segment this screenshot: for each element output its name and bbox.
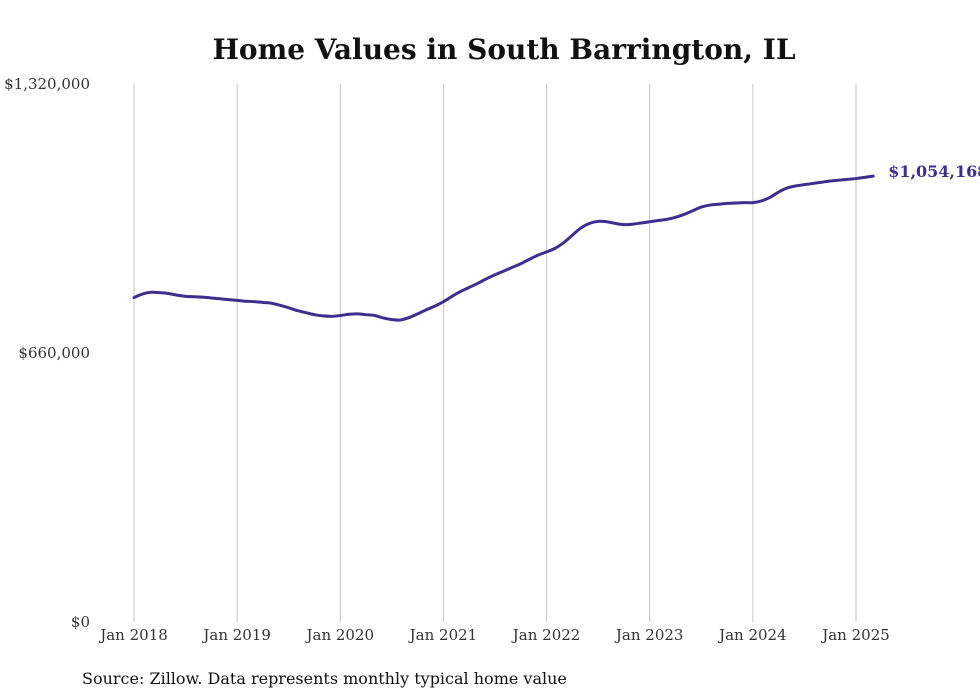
home-value-line: [132, 174, 875, 322]
y-tick-label: $1,320,000: [4, 75, 90, 93]
x-axis-tick-labels: Jan 2018 Jan 2019 Jan 2020 Jan 2021 Jan 2022…: [98, 626, 890, 644]
x-tick-label: Jan 2019: [201, 626, 271, 644]
x-tick-label: Jan 2020: [305, 626, 375, 644]
x-tick-label: Jan 2023: [614, 626, 684, 644]
x-tick-label: Jan 2021: [408, 626, 478, 644]
end-value-label: $1,054,168: [888, 162, 980, 181]
x-tick-label: Jan 2022: [511, 626, 581, 644]
x-tick-label: Jan 2018: [98, 626, 168, 644]
x-gridlines: [133, 84, 857, 622]
y-tick-label: $0: [71, 613, 90, 631]
source-note: Source: Zillow. Data represents monthly …: [82, 669, 567, 688]
x-tick-label: Jan 2025: [820, 626, 890, 644]
x-tick-label: Jan 2024: [717, 626, 787, 644]
y-axis-tick-labels: $0 $660,000 $1,320,000: [4, 75, 90, 631]
y-tick-label: $660,000: [18, 344, 90, 362]
chart-title: Home Values in South Barrington, IL: [212, 33, 795, 66]
